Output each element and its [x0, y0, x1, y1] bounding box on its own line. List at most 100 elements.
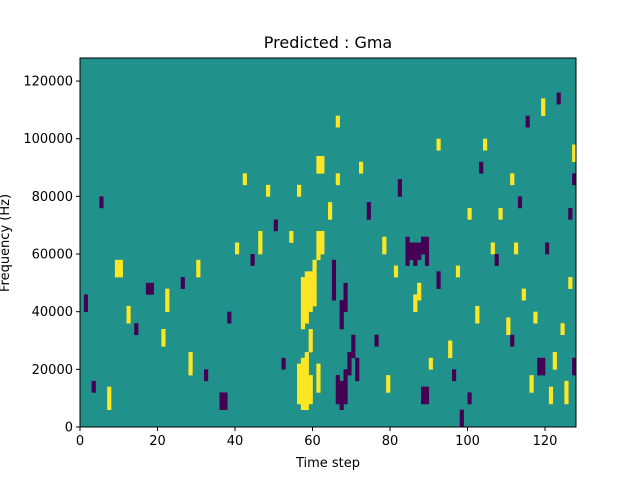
- heatmap-cell: [347, 363, 352, 370]
- heatmap-cell: [308, 340, 313, 347]
- heatmap-cell: [304, 305, 309, 312]
- heatmap-cell: [316, 254, 321, 261]
- heatmap-cell: [494, 254, 499, 261]
- heatmap-cell: [343, 369, 348, 376]
- y-tick-label: 120000: [23, 75, 73, 90]
- heatmap-cell: [242, 179, 247, 186]
- heatmap-cell: [300, 317, 306, 324]
- heatmap-cell: [459, 421, 464, 428]
- heatmap-cell: [304, 398, 309, 405]
- heatmap-cell: [564, 392, 569, 399]
- heatmap-cell: [300, 375, 306, 382]
- heatmap-cell: [223, 392, 228, 399]
- heatmap-cell: [413, 300, 418, 307]
- heatmap-cell: [266, 184, 271, 191]
- heatmap-cell: [409, 248, 414, 255]
- heatmap-cell: [413, 248, 418, 255]
- heatmap-cell: [428, 363, 433, 370]
- heatmap-cell: [312, 282, 317, 289]
- heatmap-cell: [541, 98, 546, 105]
- heatmap-cell: [339, 380, 344, 387]
- heatmap-cell: [572, 179, 577, 186]
- heatmap-cell: [161, 340, 166, 347]
- heatmap-cell: [517, 196, 523, 203]
- heatmap-cell: [421, 398, 426, 405]
- heatmap-cell: [467, 213, 472, 220]
- heatmap-cell: [424, 398, 430, 405]
- heatmap-cell: [448, 346, 453, 353]
- heatmap-cell: [560, 328, 565, 336]
- heatmap-cell: [297, 190, 302, 197]
- heatmap-cell: [386, 380, 391, 387]
- heatmap-cell: [572, 156, 577, 163]
- plot-area: [79, 57, 577, 428]
- heatmap-cell: [165, 305, 170, 312]
- heatmap-cell: [541, 104, 546, 111]
- heatmap-cell: [235, 242, 240, 249]
- heatmap-cell: [343, 380, 348, 387]
- heatmap-cell: [188, 352, 193, 359]
- x-tick-label: 60: [304, 434, 321, 449]
- heatmap-cell: [165, 300, 170, 307]
- heatmap-cell: [506, 323, 511, 330]
- heatmap-cell: [467, 392, 472, 399]
- heatmap-cell: [281, 357, 286, 364]
- heatmap-cell: [308, 375, 313, 382]
- heatmap-cell: [320, 242, 325, 249]
- heatmap-cell: [235, 248, 240, 255]
- heatmap-cell: [506, 317, 511, 324]
- heatmap-cell: [475, 317, 480, 324]
- heatmap-cell: [134, 328, 139, 336]
- heatmap-cell: [312, 259, 317, 266]
- heatmap-cell: [459, 415, 464, 422]
- heatmap-cell: [568, 207, 573, 214]
- heatmap-cell: [490, 242, 495, 249]
- heatmap-cell: [417, 254, 422, 261]
- heatmap-cell: [572, 173, 577, 180]
- heatmap-cell: [304, 311, 309, 318]
- heatmap-cell: [304, 380, 309, 387]
- heatmap-cell: [421, 236, 426, 243]
- heatmap-cell: [312, 288, 317, 295]
- heatmap-cell: [541, 363, 546, 370]
- heatmap-cell: [424, 386, 430, 393]
- heatmap-cell: [308, 398, 313, 405]
- heatmap-cell: [452, 369, 457, 376]
- heatmap-cell: [204, 369, 209, 376]
- heatmap-cell: [300, 380, 306, 387]
- heatmap-cell: [227, 311, 232, 318]
- heatmap-cell: [331, 271, 337, 278]
- heatmap-cell: [521, 294, 526, 301]
- heatmap-cell: [300, 392, 306, 399]
- heatmap-cell: [448, 352, 453, 359]
- heatmap-cell: [393, 265, 399, 272]
- heatmap-cell: [537, 357, 542, 364]
- heatmap-cell: [258, 242, 263, 249]
- heatmap-cell: [424, 242, 430, 249]
- heatmap-cell: [525, 121, 530, 128]
- heatmap-cell: [165, 288, 170, 295]
- heatmap-cell: [149, 288, 154, 295]
- heatmap-cell: [304, 282, 309, 289]
- heatmap-cell: [316, 248, 321, 255]
- heatmap-cell: [424, 259, 430, 266]
- heatmap-cell: [405, 259, 410, 266]
- heatmap-cell: [359, 167, 364, 174]
- heatmap-cell: [397, 190, 402, 197]
- heatmap-cell: [304, 386, 309, 393]
- heatmap-cell: [145, 288, 151, 295]
- heatmap-cell: [525, 115, 530, 122]
- heatmap-cell: [300, 300, 306, 307]
- heatmap-cell: [421, 386, 426, 393]
- heatmap-cell: [359, 161, 364, 168]
- heatmap-cell: [498, 213, 503, 220]
- heatmap-cell: [366, 207, 371, 214]
- heatmap-cell: [335, 386, 340, 393]
- heatmap-cell: [300, 386, 306, 393]
- heatmap-cell: [331, 288, 337, 295]
- heatmap-cell: [514, 242, 519, 249]
- heatmap-cell: [316, 161, 321, 168]
- heatmap-cell: [533, 317, 538, 324]
- heatmap-cell: [436, 138, 441, 145]
